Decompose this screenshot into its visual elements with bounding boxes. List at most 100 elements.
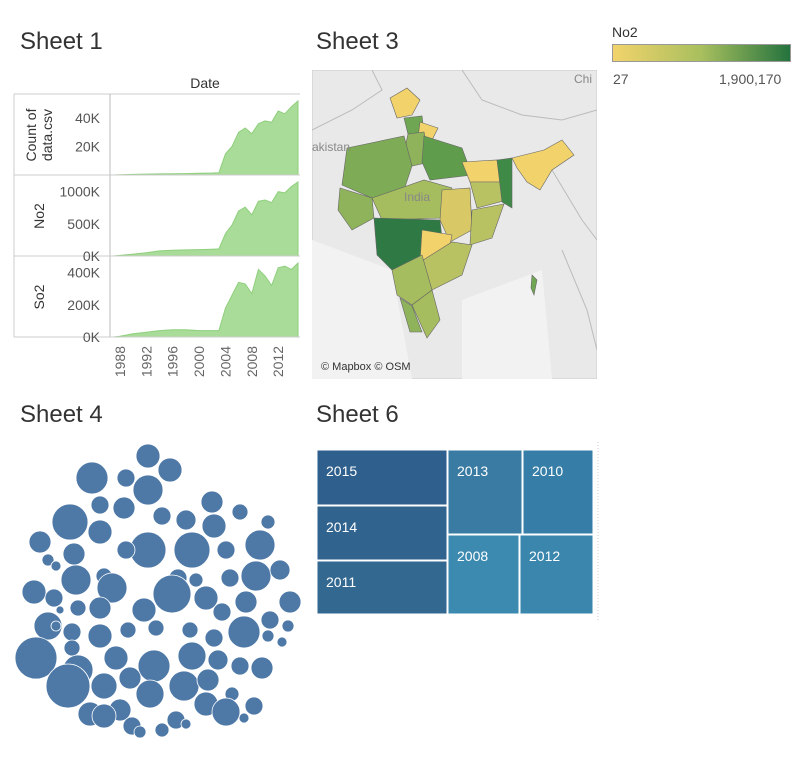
india-map[interactable] — [312, 70, 597, 379]
bubble-65[interactable] — [118, 666, 142, 690]
bubble-31[interactable] — [269, 559, 291, 581]
no2-color-ramp[interactable] — [612, 44, 791, 62]
small-bubble-3[interactable] — [55, 605, 65, 615]
bubble-23[interactable] — [50, 560, 62, 572]
treemap-cell-2015[interactable] — [316, 449, 448, 506]
state-tamil-nadu[interactable] — [411, 289, 441, 339]
state-kerala[interactable] — [399, 297, 423, 333]
bubble-48[interactable] — [119, 621, 137, 639]
bubble-44[interactable] — [260, 610, 280, 630]
bubble-50[interactable] — [181, 621, 199, 639]
state-andaman[interactable] — [530, 274, 538, 297]
treemap-cell-2011[interactable] — [316, 560, 448, 615]
bubble-1[interactable] — [157, 457, 183, 483]
state-west-bengal[interactable] — [496, 157, 513, 209]
bubble-38[interactable] — [234, 590, 258, 614]
bubble-37[interactable] — [193, 585, 219, 611]
small-bubble-2[interactable] — [180, 718, 192, 730]
bubble-5[interactable] — [51, 503, 89, 541]
bubble-52[interactable] — [227, 615, 261, 649]
bubble-58[interactable] — [137, 649, 171, 683]
bubble-67[interactable] — [196, 668, 220, 692]
bubble-17[interactable] — [116, 540, 136, 560]
bubble-46[interactable] — [62, 622, 82, 642]
bubble-45[interactable] — [33, 611, 63, 641]
bubble-51[interactable] — [204, 628, 224, 648]
bubble-57[interactable] — [103, 645, 129, 671]
bubble-30[interactable] — [240, 560, 272, 592]
area-series-2[interactable] — [113, 261, 299, 338]
bubble-21[interactable] — [41, 553, 55, 567]
state-chhattisgarh[interactable] — [439, 187, 473, 243]
bubble-61[interactable] — [230, 656, 250, 676]
bubble-20[interactable] — [216, 540, 236, 560]
bubble-28[interactable] — [188, 572, 204, 588]
bubble-14[interactable] — [28, 530, 52, 554]
state-northeast[interactable] — [511, 139, 575, 191]
bubble-4[interactable] — [132, 474, 164, 506]
bubble-3[interactable] — [75, 461, 109, 495]
bubble-39[interactable] — [278, 590, 302, 614]
bubble-6[interactable] — [90, 495, 110, 515]
treemap-cell-2014[interactable] — [316, 505, 448, 561]
bubble-76[interactable] — [91, 703, 117, 729]
bubble-35[interactable] — [96, 572, 128, 604]
bubble-25[interactable] — [201, 513, 227, 539]
bubble-72[interactable] — [135, 679, 165, 709]
bubble-36[interactable] — [152, 574, 192, 614]
small-bubble-6[interactable] — [281, 619, 295, 633]
y-tick-label: 20K — [75, 139, 101, 155]
bubble-59[interactable] — [177, 641, 207, 671]
bubble-10[interactable] — [200, 490, 224, 514]
bubble-16[interactable] — [173, 531, 211, 569]
bubble-41[interactable] — [88, 596, 112, 620]
bubble-43[interactable] — [212, 602, 232, 622]
bubble-62[interactable] — [250, 656, 274, 680]
small-bubble-5[interactable] — [276, 636, 288, 648]
bubble-29[interactable] — [220, 568, 240, 588]
sheet6-treemap[interactable]: 2015 2014 2011 2013 2010 2008 2012 — [312, 440, 602, 625]
state-uttar-pradesh[interactable] — [421, 135, 473, 181]
sheet4-packed-bubbles[interactable] — [0, 430, 310, 750]
bubble-0[interactable] — [135, 443, 161, 469]
bubble-47[interactable] — [87, 623, 113, 649]
small-bubble-0[interactable] — [133, 725, 147, 739]
bubble-34[interactable] — [69, 599, 87, 617]
treemap-cell-2013[interactable] — [447, 449, 523, 535]
area-series-0[interactable] — [113, 99, 299, 176]
bubble-78[interactable] — [50, 620, 62, 632]
state-odisha[interactable] — [469, 203, 505, 246]
bubble-8[interactable] — [152, 506, 172, 526]
bubble-64[interactable] — [90, 672, 118, 700]
bubble-11[interactable] — [231, 503, 249, 521]
bubble-24[interactable] — [60, 564, 92, 596]
bubble-12[interactable] — [260, 514, 276, 530]
bubble-19[interactable] — [244, 529, 276, 561]
bubble-60[interactable] — [207, 649, 229, 671]
bubble-49[interactable] — [147, 619, 165, 637]
bubble-53[interactable] — [261, 629, 275, 643]
state-gujarat[interactable] — [337, 187, 375, 231]
bubble-32[interactable] — [21, 579, 47, 605]
state-jammu-kashmir[interactable] — [389, 87, 421, 119]
treemap-cell-2012[interactable] — [519, 534, 594, 615]
bubble-9[interactable] — [175, 509, 197, 531]
bubble-7[interactable] — [112, 496, 136, 520]
bubble-55[interactable] — [63, 639, 81, 657]
bubble-66[interactable] — [168, 670, 200, 702]
small-bubble-4[interactable] — [238, 712, 250, 724]
bubble-2[interactable] — [116, 468, 136, 488]
bubble-75[interactable] — [211, 697, 241, 727]
bubble-69[interactable] — [244, 696, 264, 716]
bubble-42[interactable] — [131, 597, 157, 623]
bubble-13[interactable] — [87, 519, 113, 545]
bubble-33[interactable] — [44, 588, 64, 608]
area-series-1[interactable] — [113, 181, 299, 257]
bubble-18[interactable] — [62, 542, 86, 566]
treemap-cell-2010[interactable] — [522, 449, 594, 535]
small-bubble-1[interactable] — [154, 722, 170, 738]
bubble-63[interactable] — [45, 663, 91, 709]
treemap-cell-2008[interactable] — [447, 534, 520, 615]
bubble-54[interactable] — [14, 636, 58, 680]
